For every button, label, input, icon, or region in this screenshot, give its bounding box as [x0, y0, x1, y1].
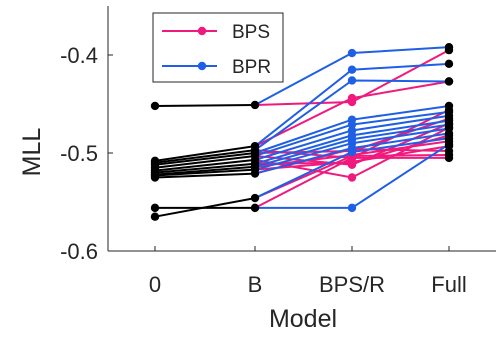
bps-point [347, 173, 357, 182]
baseline-point [150, 203, 160, 213]
bps-point [347, 93, 357, 103]
baseline-segment [154, 162, 256, 174]
baseline-segment [154, 168, 256, 177]
b-point [250, 100, 260, 110]
baseline-segment [154, 152, 256, 166]
legend-label: BPR [232, 57, 271, 78]
baseline-point [150, 101, 160, 111]
baseline-segment [154, 149, 256, 164]
baseline-segment [154, 165, 256, 176]
bpr-point [347, 65, 357, 74]
bpr-point [347, 203, 357, 213]
bpr-point [347, 76, 357, 85]
bps-point [347, 153, 357, 163]
y-tick-label: -0.5 [60, 141, 98, 166]
y-tick-label: -0.6 [60, 239, 98, 264]
full-point [444, 77, 454, 86]
y-tick-label: -0.4 [60, 43, 98, 68]
x-tick-label: 0 [149, 272, 161, 297]
x-axis-title: Model [269, 305, 337, 333]
legend-swatch-marker [197, 26, 207, 36]
full-point [444, 59, 454, 69]
x-tick-label: B [248, 272, 263, 297]
baseline-point [150, 212, 160, 221]
b-point [250, 193, 260, 203]
baseline-segment [154, 197, 256, 218]
baseline-segment [154, 154, 256, 169]
full-point [444, 134, 454, 143]
plot-area [150, 42, 454, 221]
b-point [250, 203, 260, 213]
axes: -0.6 -0.5 -0.4 0 B BPS/R Full [60, 6, 496, 297]
b-point [250, 169, 260, 178]
y-axis-title: MLL [18, 128, 46, 177]
x-tick-label: BPS/R [319, 272, 385, 297]
x-tick-label: Full [431, 272, 466, 297]
baseline-segment [154, 172, 256, 179]
full-point [444, 153, 454, 163]
legend: BPS BPR [152, 12, 284, 83]
legend-swatch-marker [197, 61, 207, 71]
baseline-segment [154, 158, 256, 172]
baseline-point [150, 173, 160, 182]
baseline-segment [154, 103, 256, 107]
full-point [444, 101, 454, 111]
bpr-point [347, 48, 357, 58]
legend-box [152, 12, 284, 83]
bpr-point [347, 120, 357, 129]
legend-label: BPS [232, 22, 270, 43]
full-point [444, 139, 454, 149]
full-point [444, 42, 454, 52]
bpr-point [347, 147, 357, 157]
baseline-segment [154, 145, 256, 162]
